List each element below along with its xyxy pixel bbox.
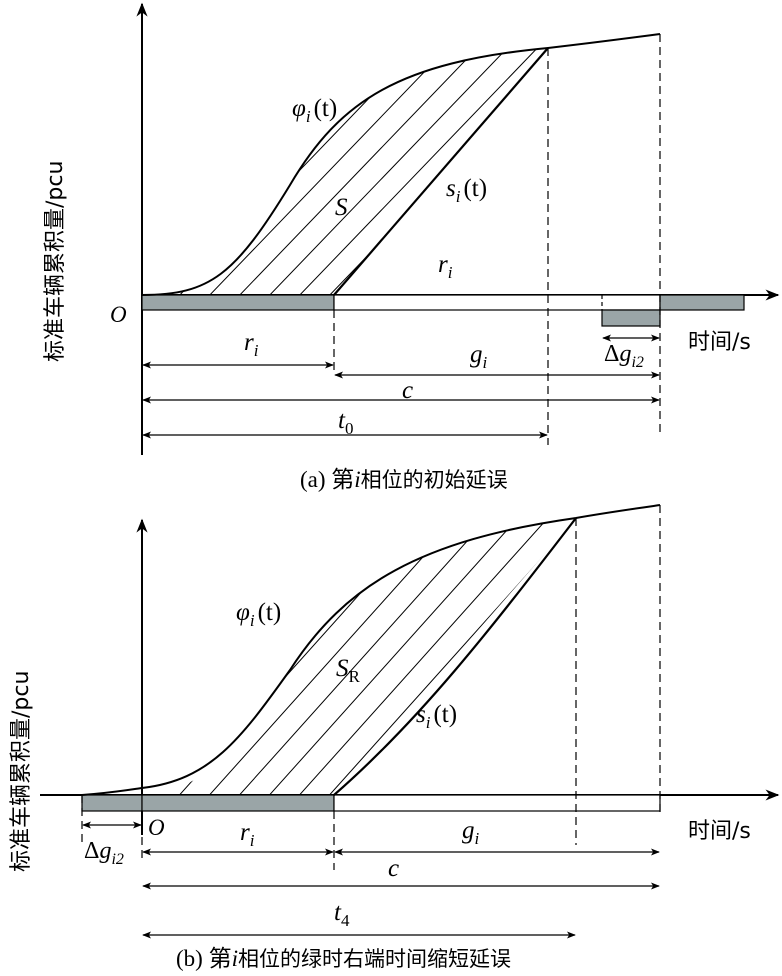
panel-b: 标准车辆累积量/pcu O φi (t) SR si (t) Δgi2 ri gi … [9,504,780,971]
gi-label-b: gi [462,817,480,848]
departure-curve-b [333,517,577,796]
x-label-a: 时间/s [688,330,751,355]
hatch-area-a [142,48,548,295]
origin-label-a: O [110,302,127,327]
ri-label-a: ri [244,329,259,360]
x-label-b: 时间/s [688,819,751,844]
delta-bar-a [601,309,661,327]
t4-label-b: t4 [334,899,350,930]
dg-label-a: Δgi2 [604,341,644,371]
dg-label-b: Δgi2 [84,838,124,868]
caption-a: (a) 第i相位的初始延误 [300,467,508,492]
c-label-b: c [388,855,399,882]
s-label-a: si (t) [446,175,487,206]
arrival-curve-a [141,33,661,296]
origin-label-b: O [148,815,165,840]
departure-line-a [333,47,549,296]
red-bar-b [141,794,335,812]
caption-b: (b) 第i相位的绿时右端时间缩短延误 [176,946,511,971]
c-label-a: c [402,377,413,404]
panel-a: 标准车辆累积量/pcu O φi (t) si (t) S ri ri gi c t… [43,2,780,492]
area-label-b: SR [336,655,361,686]
arrival-curve-b [81,504,661,796]
y-label-a: 标准车辆累积量/pcu [43,161,68,362]
gi-label-a: gi [470,341,488,372]
delta-bar-b [81,794,143,812]
t0-label-a: t0 [338,407,353,438]
phi-label-a: φi (t) [292,95,337,126]
s-label-b: si (t) [416,701,457,732]
ri-label-b: ri [240,819,255,850]
hatch-area-b [142,518,576,795]
green-bar-a [333,294,661,311]
ri-top-label-a: ri [438,251,453,282]
red-bar-a1 [141,294,335,311]
green-bar-b [333,794,661,812]
red-bar-a2 [659,294,745,311]
phi-label-b: φi (t) [236,599,281,630]
y-label-b: 标准车辆累积量/pcu [9,671,34,872]
area-label-a: S [335,194,348,221]
